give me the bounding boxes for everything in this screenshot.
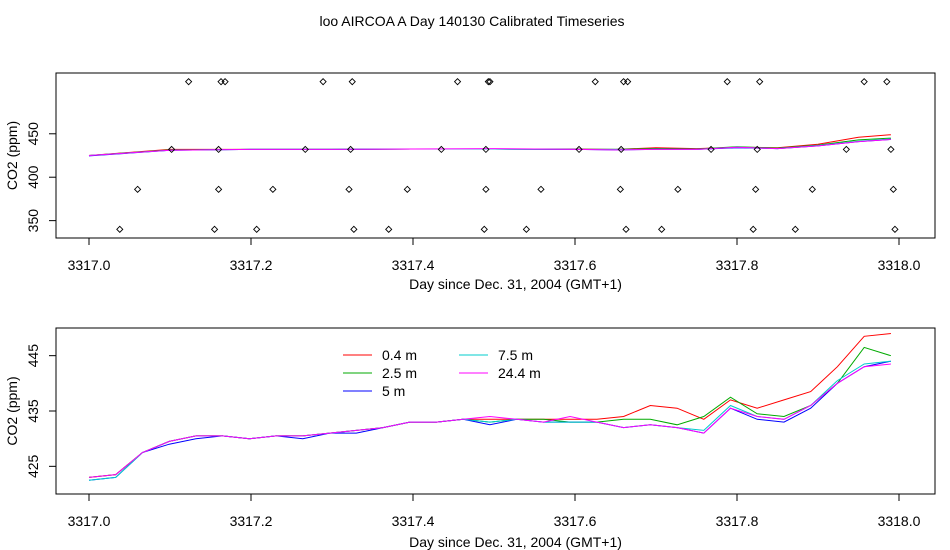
marker-point (575, 145, 583, 154)
marker-point (707, 145, 715, 154)
series-line-0 (88, 333, 891, 478)
marker-point (723, 78, 731, 86)
marker-point (116, 225, 124, 233)
marker-point (619, 78, 628, 86)
y-tick-label: 400 (25, 165, 41, 189)
marker-point (133, 185, 142, 194)
legend-label: 2.5 m (382, 365, 417, 381)
marker-point (319, 78, 327, 86)
marker-point (301, 145, 309, 154)
x-tick-label: 3317.6 (554, 513, 597, 529)
x-tick-label: 3317.8 (716, 257, 759, 273)
y-axis-label: CO2 (ppm) (4, 376, 20, 445)
y-tick-label: 425 (25, 454, 41, 478)
plot-frame (55, 327, 936, 495)
marker-point (842, 145, 850, 154)
lower-panel: 3317.0 3317.2 3317.4 3317.6 3317.8 3318.0 425 4… (4, 327, 936, 550)
legend-label: 5 m (382, 383, 405, 399)
x-axis-label: Day since Dec. 31, 2004 (GMT+1) (409, 276, 622, 292)
marker-point (791, 225, 799, 233)
marker-point (480, 225, 488, 233)
figure-title: loo AIRCOA A Day 140130 Calibrated Times… (319, 13, 624, 29)
marker-point (889, 185, 897, 194)
x-tick-label: 3317.4 (392, 513, 435, 529)
marker-point (253, 225, 261, 233)
marker-point (385, 225, 393, 233)
x-tick-label: 3318.0 (878, 257, 921, 273)
x-tick-label: 3317.0 (68, 257, 111, 273)
marker-point (751, 185, 760, 194)
upper-panel: 3317.0 3317.2 3317.4 3317.6 3317.8 3318.0 350 4… (4, 72, 936, 292)
marker-point (616, 185, 624, 194)
legend-label: 24.4 m (498, 365, 541, 381)
marker-point (350, 225, 358, 233)
marker-point (674, 185, 682, 194)
marker-point (860, 78, 868, 86)
x-tick-label: 3317.8 (716, 513, 759, 529)
marker-point (214, 185, 223, 194)
series-line-0 (88, 134, 891, 156)
marker-point (348, 78, 356, 86)
y-tick-label: 350 (25, 209, 41, 233)
series-line-4 (88, 363, 891, 478)
marker-point (617, 145, 625, 154)
x-tick-label: 3317.2 (230, 257, 273, 273)
marker-point (887, 145, 895, 154)
marker-point (883, 78, 891, 86)
series-line-1 (88, 346, 892, 478)
marker-point (214, 145, 223, 154)
marker-point (221, 78, 229, 86)
marker-point (269, 185, 277, 194)
series-line-4 (88, 138, 891, 156)
x-tick-label: 3317.4 (392, 257, 435, 273)
plot-frame (55, 72, 936, 239)
y-tick-label: 450 (25, 122, 41, 146)
marker-point (482, 185, 490, 194)
marker-point (749, 225, 757, 233)
marker-point (753, 145, 761, 154)
series-line-2 (88, 360, 892, 481)
x-tick-label: 3318.0 (878, 513, 921, 529)
marker-point (346, 145, 355, 154)
y-tick-label: 435 (25, 399, 41, 423)
series-line-1 (88, 137, 891, 156)
legend-label: 7.5 m (498, 347, 533, 363)
marker-point (167, 145, 176, 154)
marker-point (184, 78, 193, 86)
marker-point (522, 225, 531, 233)
marker-point (403, 185, 411, 194)
marker-point (891, 225, 899, 233)
marker-point (345, 185, 353, 194)
marker-point (486, 78, 494, 86)
marker-point (482, 145, 490, 154)
marker-point (437, 145, 445, 154)
marker-point (756, 78, 764, 86)
x-tick-label: 3317.2 (230, 513, 273, 529)
x-axis-label: Day since Dec. 31, 2004 (GMT+1) (409, 534, 622, 550)
marker-point (808, 185, 816, 194)
x-tick-label: 3317.6 (554, 257, 597, 273)
y-tick-label: 445 (25, 344, 41, 368)
legend: 0.4 m 2.5 m 5 m 7.5 m 24.4 m (343, 347, 541, 399)
marker-point (658, 225, 666, 233)
marker-point (591, 78, 599, 86)
marker-point (453, 78, 462, 86)
legend-label: 0.4 m (382, 347, 417, 363)
marker-point (217, 78, 225, 86)
y-axis-label: CO2 (ppm) (4, 121, 20, 190)
marker-point (484, 78, 492, 86)
marker-point (624, 78, 632, 86)
marker-point (210, 225, 219, 233)
x-tick-label: 3317.0 (68, 513, 111, 529)
marker-point (537, 185, 545, 194)
marker-point (622, 225, 630, 233)
